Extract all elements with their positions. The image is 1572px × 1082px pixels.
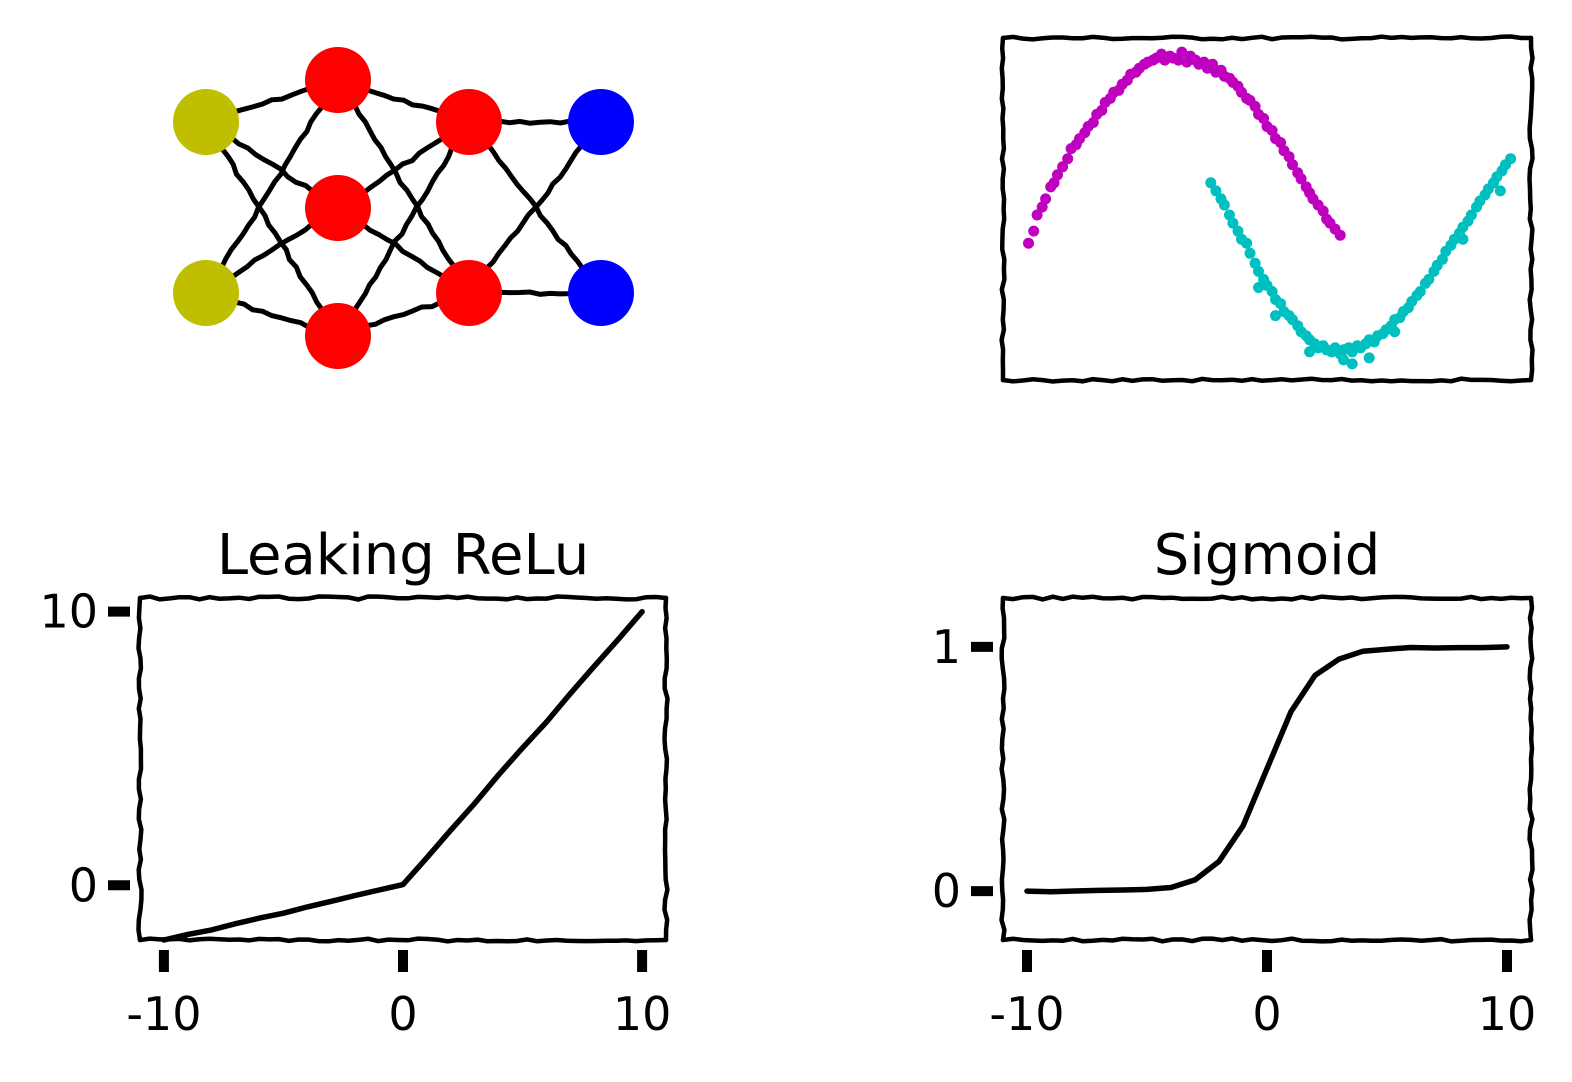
scatter-point: [1205, 177, 1217, 189]
nn-connection: [467, 120, 604, 295]
nn-connection: [203, 78, 341, 295]
scatter-point: [1304, 346, 1316, 358]
axes-frame: [1527, 35, 1535, 383]
chart-title: Sigmoid: [1154, 523, 1381, 588]
scatter-point: [1295, 173, 1307, 185]
axes-frame: [136, 595, 144, 943]
scatter-point: [1023, 237, 1034, 249]
axes-frame: [1000, 34, 1534, 42]
scatter-point: [1338, 354, 1350, 366]
nn-node: [436, 89, 502, 155]
scatter-point: [1052, 169, 1063, 181]
scatter-point: [1040, 193, 1052, 205]
nn-node: [305, 303, 371, 369]
series-line: [1024, 644, 1510, 895]
scatter-point: [1270, 310, 1281, 322]
nn-node: [568, 260, 634, 326]
scatter-point: [1062, 153, 1074, 165]
neural-network-diagram: [173, 47, 634, 369]
scatter-point: [1218, 199, 1230, 211]
nn-node: [173, 260, 239, 326]
scatter-point: [1057, 161, 1069, 173]
x-tick-label: 0: [388, 987, 417, 1041]
nn-connection: [203, 120, 341, 338]
series-line: [161, 608, 645, 943]
y-tick-label: 0: [69, 858, 98, 912]
scatter-point: [1457, 233, 1469, 245]
axes-frame: [662, 595, 670, 943]
scatter-point: [1241, 237, 1253, 249]
x-tick-label: -10: [126, 987, 201, 1041]
x-tick-label: -10: [989, 987, 1064, 1041]
axes-frame: [1527, 595, 1535, 943]
axes-frame: [1000, 936, 1534, 944]
axes-frame: [999, 35, 1007, 383]
nn-node: [305, 47, 371, 113]
scatter-point: [1227, 217, 1239, 229]
scatter-point: [1253, 282, 1264, 293]
scatter-point: [1465, 209, 1477, 221]
scatter-point: [1028, 225, 1040, 237]
leaking-relu-panel: Leaking ReLu -10 0 10 0 10: [39, 523, 671, 1041]
moons-scatter-panel: [999, 34, 1535, 384]
scatter-point: [1287, 159, 1298, 171]
y-tick-label: 0: [932, 864, 961, 918]
axes-frame: [1000, 376, 1534, 384]
scatter-point: [1253, 265, 1264, 277]
nn-node: [436, 260, 502, 326]
scatter-point: [1423, 273, 1435, 285]
chart-title: Leaking ReLu: [217, 523, 589, 588]
scatter-point: [1346, 358, 1358, 370]
scatter-point: [1505, 153, 1517, 165]
nn-connection: [335, 120, 472, 338]
nn-node: [568, 89, 634, 155]
scatter-point: [1389, 326, 1401, 338]
nn-node: [173, 89, 239, 155]
axes-frame: [137, 594, 669, 602]
scatter-point: [1334, 229, 1346, 241]
nn-node: [305, 175, 371, 241]
scatter-point: [1176, 46, 1188, 58]
scatter-point: [1363, 352, 1375, 364]
x-tick-label: 10: [1478, 987, 1537, 1041]
y-tick-label: 1: [932, 620, 961, 674]
sigmoid-panel: Sigmoid -10 0 10 0 1: [932, 523, 1537, 1041]
x-tick-label: 10: [613, 987, 672, 1041]
scatter-point: [1031, 209, 1043, 221]
scatter-point: [1244, 247, 1256, 259]
axes-frame: [1000, 594, 1534, 602]
nn-connection: [335, 78, 472, 295]
x-tick-label: 0: [1252, 987, 1281, 1041]
axes-frame: [137, 936, 669, 944]
scatter-point: [1494, 185, 1506, 197]
scatter-point: [1414, 286, 1426, 297]
y-tick-label: 10: [39, 585, 98, 639]
scatter-point: [1210, 185, 1222, 197]
axes-frame: [999, 595, 1007, 943]
